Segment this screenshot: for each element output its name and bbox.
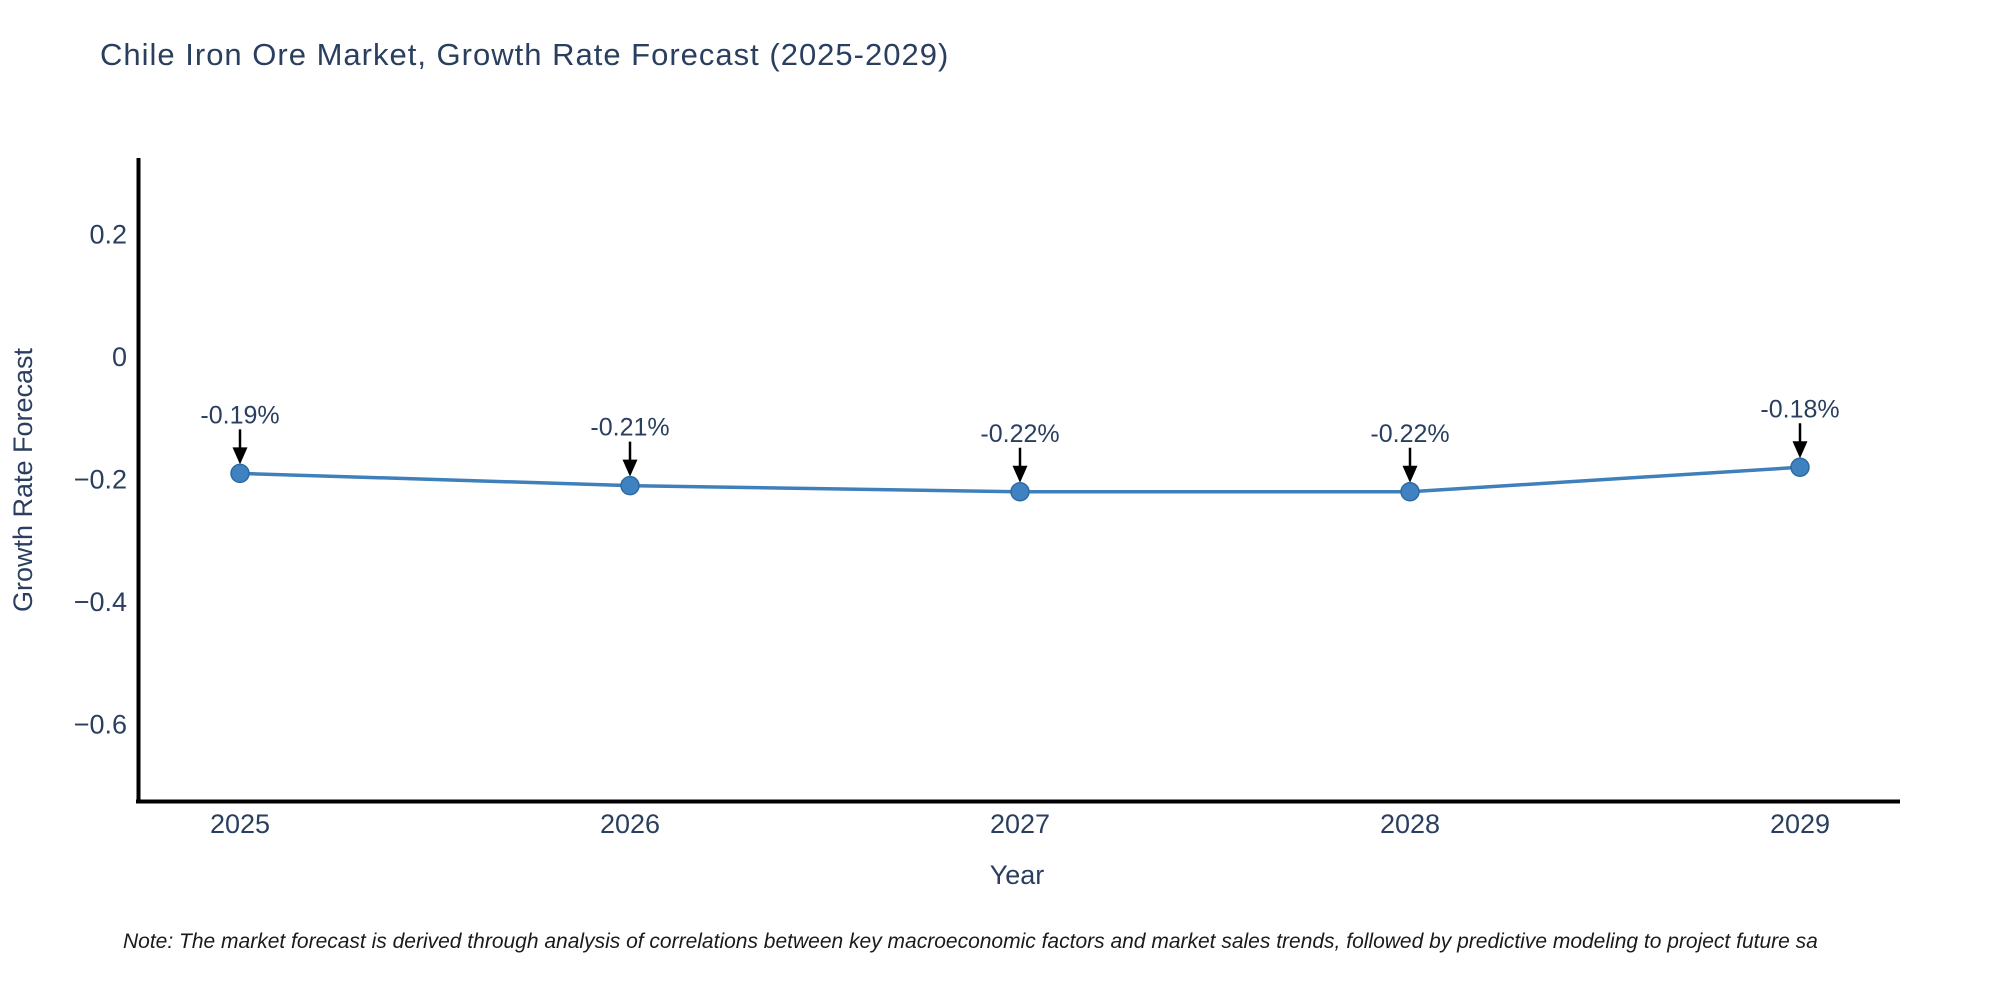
y-tick-label: −0.2 [74,465,127,495]
x-axis-title: Year [990,860,1045,890]
annotation-arrowhead [1012,465,1028,483]
annotation-label: -0.22% [980,420,1059,448]
annotation-arrowhead [1792,441,1808,459]
annotation-label: -0.21% [590,414,669,442]
footnote-text: Note: The market forecast is derived thr… [123,930,1818,953]
data-point-marker[interactable] [230,463,250,484]
annotation-label: -0.18% [1760,395,1839,423]
data-point-marker[interactable] [1010,482,1030,502]
y-tick-label: −0.6 [74,710,127,740]
y-tick-label: −0.4 [74,587,127,617]
annotation-arrowhead [622,459,638,477]
x-tick-label: 2028 [1380,809,1440,839]
data-point-marker[interactable] [620,475,640,496]
x-tick-label: 2029 [1770,809,1830,839]
y-tick-label: 0 [112,342,127,372]
y-axis-title: Growth Rate Forecast [8,347,38,612]
data-point-marker[interactable] [1790,457,1810,477]
x-tick-label: 2026 [600,809,660,839]
data-point-marker[interactable] [1400,482,1420,502]
x-tick-label: 2027 [990,809,1050,839]
x-tick-label: 2025 [210,809,270,839]
chart-title: Chile Iron Ore Market, Growth Rate Forec… [100,37,950,72]
annotation-label: -0.22% [1370,420,1449,448]
y-tick-label: 0.2 [89,220,127,250]
annotation-arrowhead [1402,465,1418,483]
annotation-label: -0.19% [200,401,279,429]
annotation-arrowhead [232,447,248,465]
